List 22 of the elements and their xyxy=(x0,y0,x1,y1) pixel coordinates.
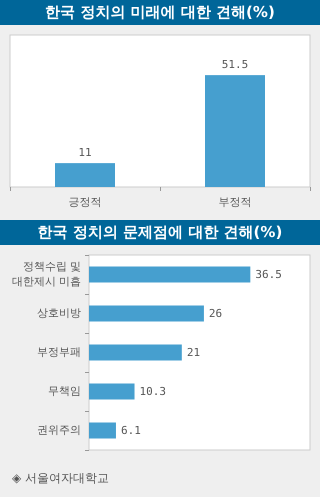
text: ◈ 서울여자대학교 xyxy=(12,470,110,487)
data-label: 51.5 xyxy=(222,58,248,72)
data-label: 10.3 xyxy=(140,385,166,398)
data-label: 11 xyxy=(78,146,92,160)
data-label: 26 xyxy=(208,307,222,320)
y-tick-label: 부정부패 xyxy=(37,346,81,358)
bar xyxy=(89,266,250,282)
y-tick-label: 정책수립 및 대한제시 미흡 xyxy=(12,261,81,288)
chart-title: 한국 정치의 문제점에 대한 견해(%) xyxy=(0,220,320,245)
bar xyxy=(89,306,204,322)
chart-title: 한국 정치의 미래에 대한 견해(%) xyxy=(0,0,320,25)
data-label: 6.1 xyxy=(120,424,141,437)
bar xyxy=(89,344,182,360)
bar xyxy=(89,422,116,438)
y-tick-label: 권위주의 xyxy=(37,424,81,436)
x-tick-label: 부정적 xyxy=(218,196,252,208)
bar xyxy=(89,384,135,400)
data-label: 36.5 xyxy=(255,268,282,281)
x-tick-label: 긍정적 xyxy=(68,196,102,208)
data-label: 21 xyxy=(186,346,200,359)
y-tick-label: 상호비방 xyxy=(37,308,81,320)
y-tick-label: 무책임 xyxy=(48,386,81,398)
